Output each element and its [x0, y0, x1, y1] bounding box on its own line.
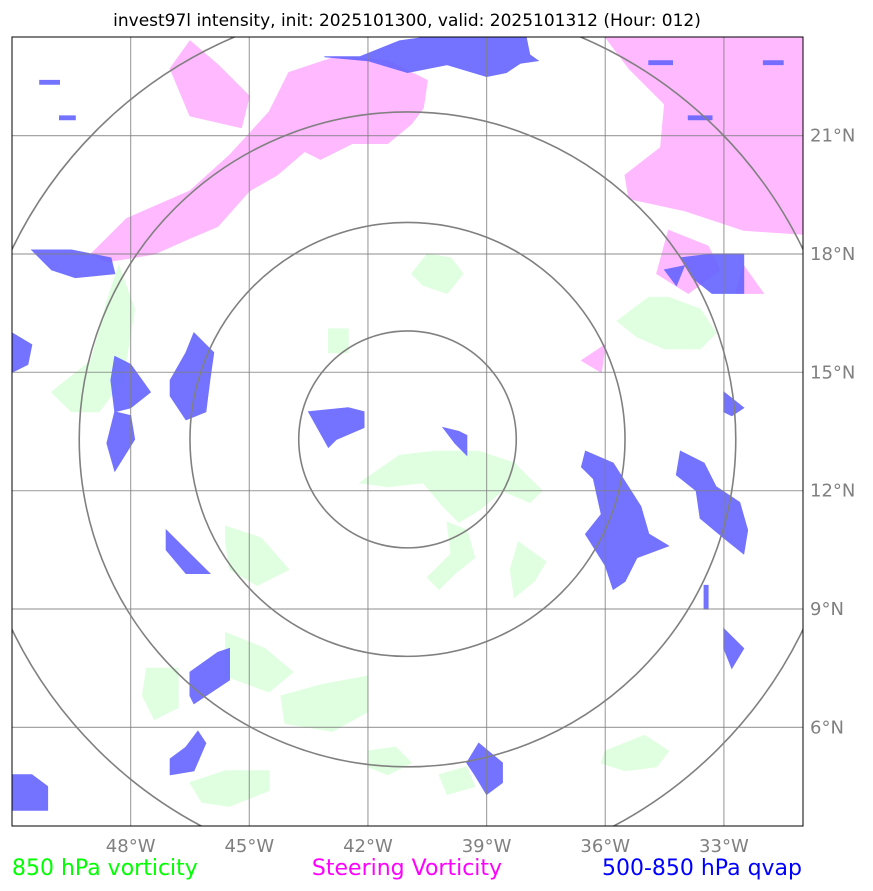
- layer-2-region-24: [687, 115, 713, 121]
- layer-0-region-3: [616, 296, 717, 350]
- layer-0-region-5: [327, 328, 349, 354]
- lon-tick-label-4: 36°W: [580, 836, 630, 857]
- layer-0-region-1: [426, 521, 476, 591]
- layer-2-region-6: [441, 426, 468, 457]
- layer-2-region-17: [324, 37, 531, 78]
- layer-0-region-13: [600, 734, 670, 772]
- layer-2-region-20: [663, 265, 686, 287]
- range-rings: [12, 37, 803, 826]
- lat-tick-label-2: 12°N: [810, 481, 855, 502]
- data-layers: [12, 37, 803, 811]
- layer-2-region-0: [580, 450, 670, 591]
- layer-2-region-7: [169, 332, 215, 421]
- range-ring-1: [189, 221, 626, 658]
- lon-tick-label-5: 33°W: [699, 836, 749, 857]
- lon-tick-label-2: 42°W: [343, 836, 393, 857]
- layer-2-region-13: [189, 647, 230, 705]
- lon-tick-label-1: 45°W: [224, 836, 274, 857]
- lat-tick-label-0: 6°N: [810, 717, 844, 738]
- lat-lon-gridlines: [12, 37, 803, 826]
- layer-0-region-4: [410, 253, 464, 294]
- layer-0-region-7: [225, 525, 290, 586]
- layer-2-region-12: [165, 528, 212, 574]
- layer-2-region-9: [106, 411, 136, 473]
- layer-2: [12, 37, 784, 811]
- legend: 850 hPa vorticity Steering Vorticity 500…: [12, 856, 802, 881]
- layer-2-region-10: [12, 332, 33, 373]
- layer-2-region-4: [703, 584, 709, 610]
- layer-0-region-0: [358, 450, 543, 523]
- layer-2-region-18: [485, 40, 540, 66]
- lat-tick-label-5: 21°N: [810, 126, 855, 147]
- lon-tick-label-3: 39°W: [462, 836, 512, 857]
- lon-tick-label-0: 48°W: [106, 836, 156, 857]
- map-frame: [11, 36, 804, 827]
- legend-steering-vorticity: Steering Vorticity: [312, 856, 502, 881]
- layer-2-region-15: [12, 774, 49, 811]
- lat-tick-label-4: 18°N: [810, 244, 855, 265]
- layer-2-region-1: [675, 450, 749, 555]
- layer-2-region-23: [762, 60, 784, 66]
- range-ring-2: [78, 111, 737, 768]
- latitude-tick-labels: 6°N 9°N 12°N 15°N 18°N 21°N: [810, 126, 855, 739]
- chart-title: invest97l intensity, init: 2025101300, v…: [113, 11, 701, 31]
- layer-2-region-5: [307, 407, 365, 449]
- longitude-tick-labels: 48°W 45°W 42°W 39°W 36°W 33°W: [106, 836, 749, 857]
- layer-2-region-14: [169, 730, 207, 776]
- layer-1-region-1: [169, 40, 250, 129]
- range-ring-0: [297, 330, 518, 549]
- layer-0-region-14: [438, 766, 476, 796]
- layer-2-region-22: [59, 115, 76, 121]
- layer-1-region-5: [580, 343, 606, 374]
- legend-850-vorticity: 850 hPa vorticity: [12, 856, 198, 881]
- layer-2-region-11: [30, 249, 116, 279]
- lat-tick-label-1: 9°N: [810, 599, 844, 620]
- map-plot-area: [11, 36, 804, 827]
- layer-0-region-2: [509, 541, 547, 599]
- layer-0: [50, 253, 717, 807]
- layer-2-region-26: [387, 56, 412, 62]
- legend-qvap: 500-850 hPa qvap: [602, 856, 802, 881]
- lat-tick-label-3: 15°N: [810, 362, 855, 383]
- layer-2-region-25: [648, 60, 673, 66]
- layer-2-region-21: [39, 79, 60, 85]
